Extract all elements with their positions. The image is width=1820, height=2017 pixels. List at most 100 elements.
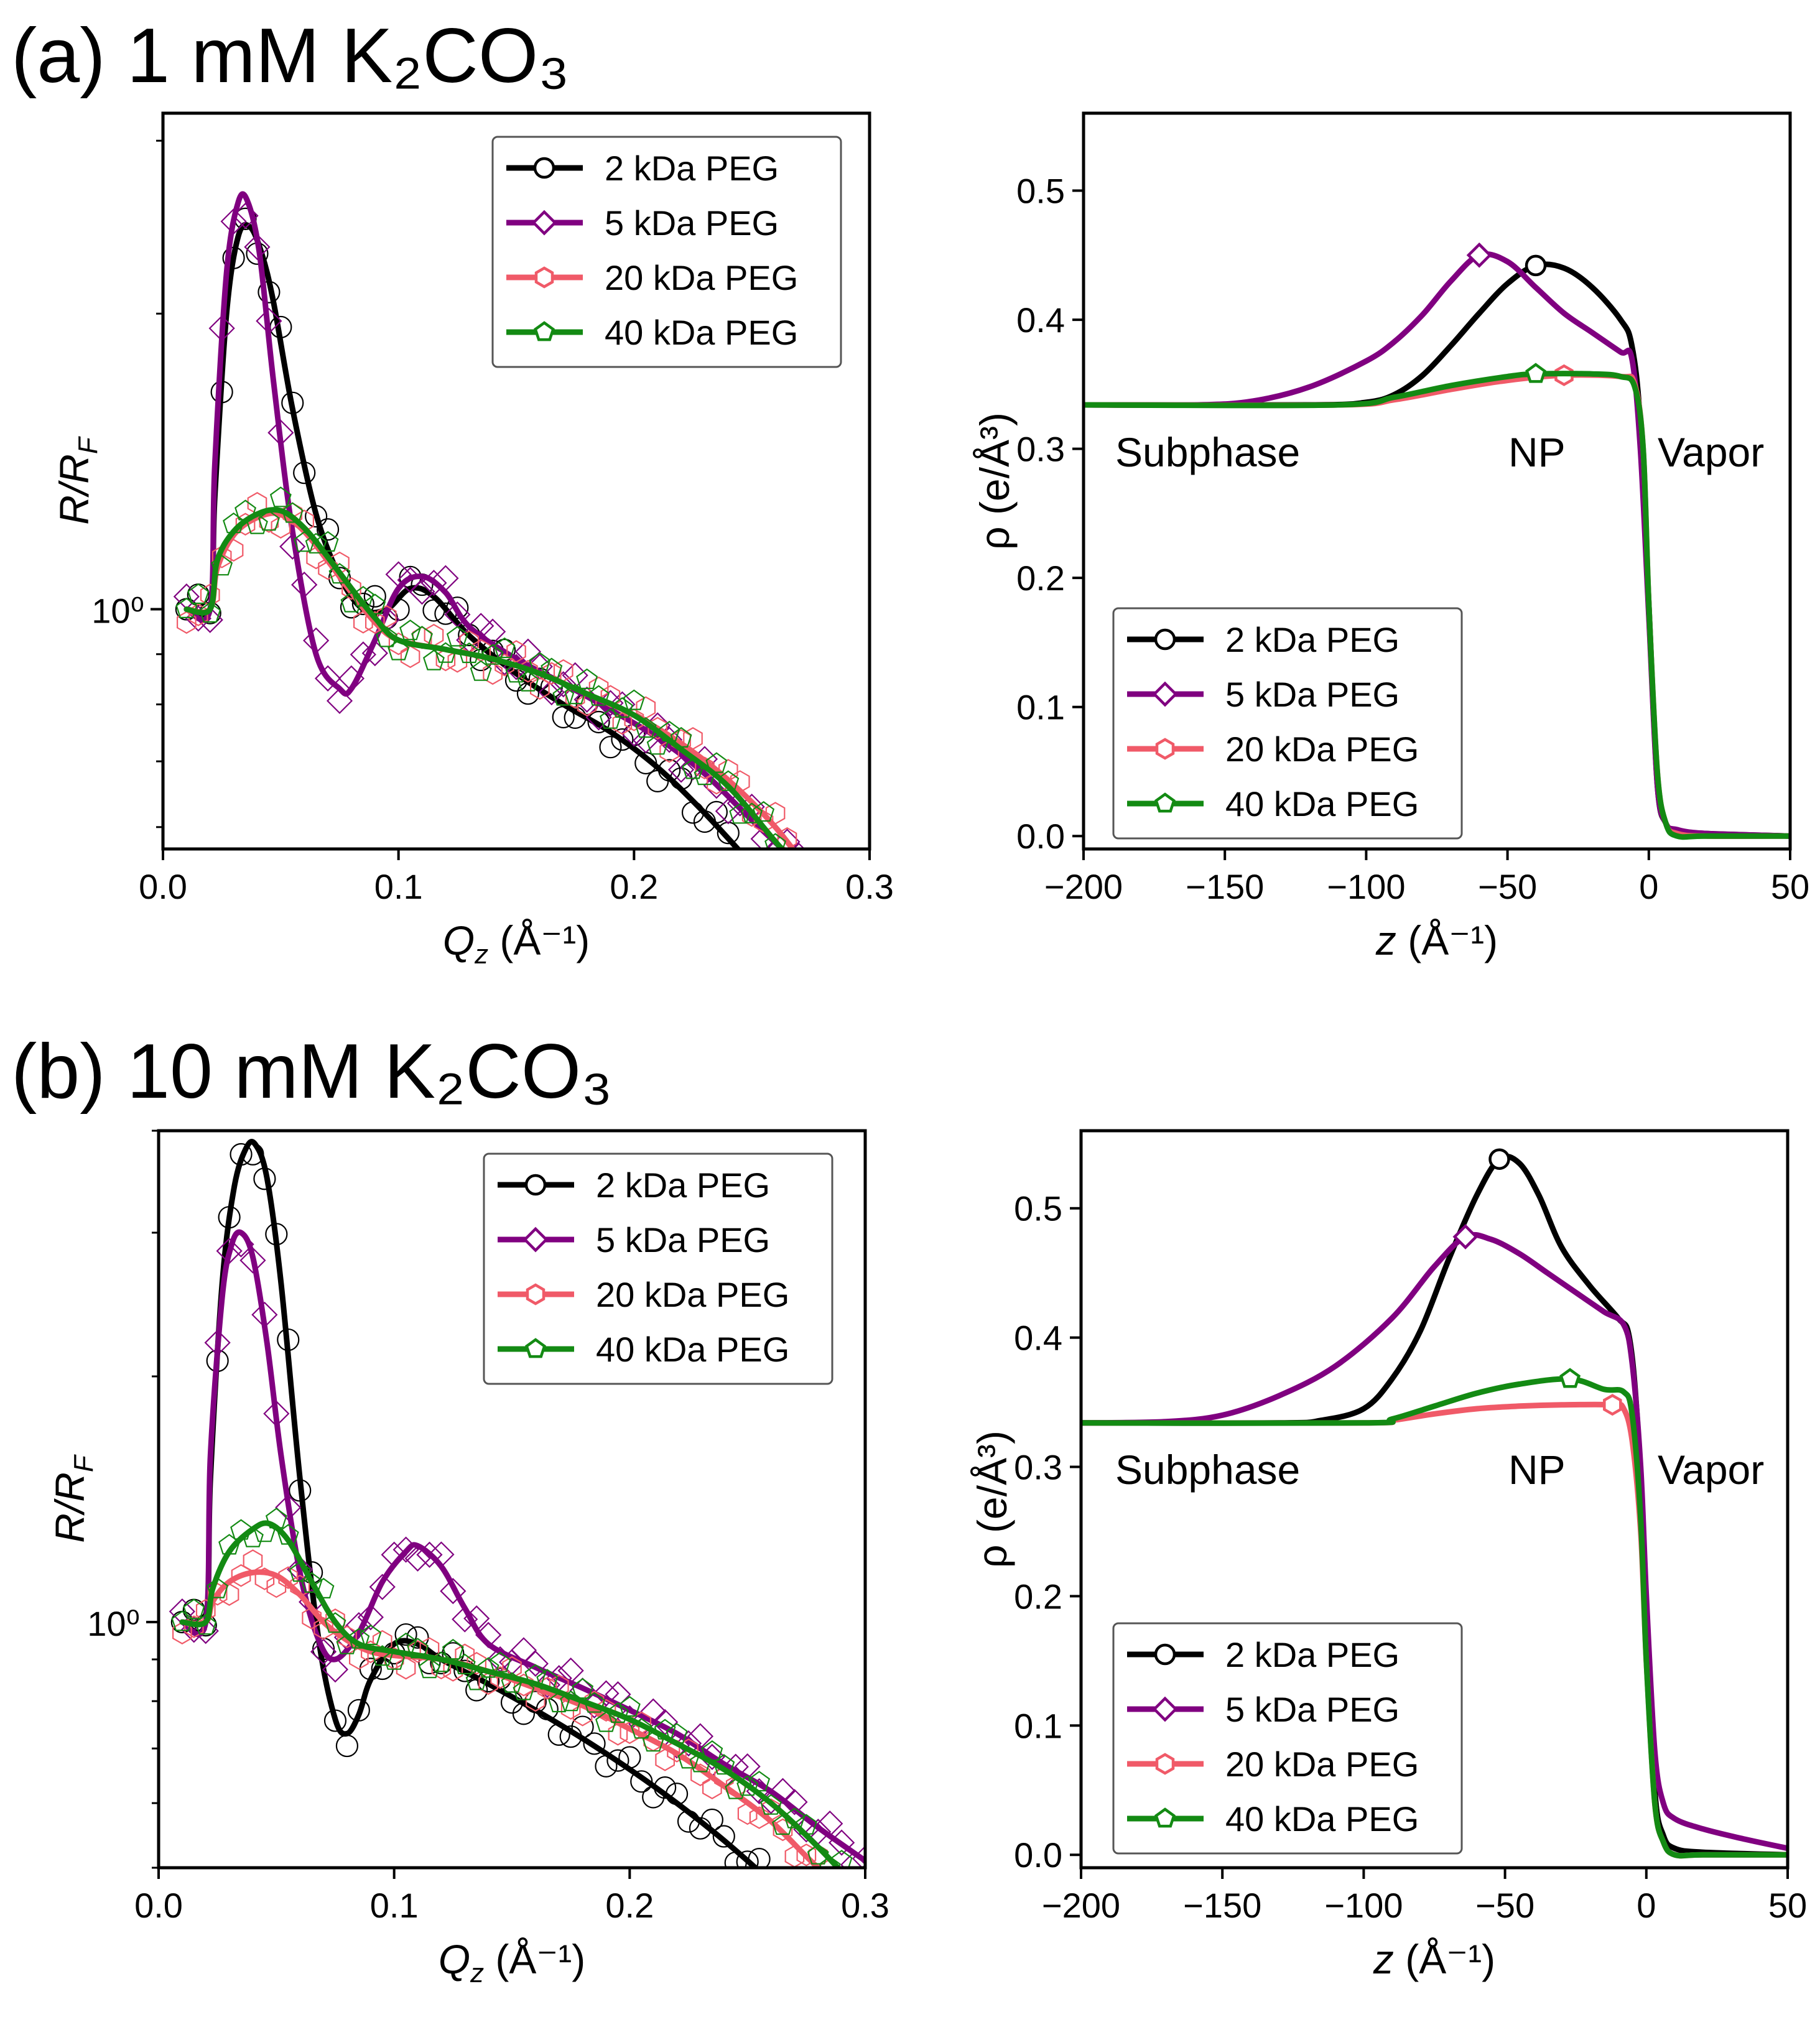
data-point [796,1896,817,1917]
y-axis-label: R/RF [47,1454,99,1543]
fit-line [1084,371,1790,840]
annotation-np: NP [1508,429,1566,475]
data-point [552,685,575,706]
data-point [847,967,868,988]
data-point [446,626,468,647]
data-point [388,639,410,661]
data-point [328,563,351,584]
data-point [588,685,610,706]
profile-marker [1488,1148,1510,1170]
data-point [324,1612,346,1633]
data-point [467,1652,487,1675]
legend: 2 kDa PEG 5 kDa PEG 20 kDa PEG 40 kDa PEG [491,136,842,368]
x-tick-label: 0.2 [610,867,658,906]
data-point [593,1680,620,1707]
legend-label: 5 kDa PEG [1225,675,1400,714]
data-point [760,1794,782,1815]
legend-entry: 20 kDa PEG [498,1275,789,1314]
legend: 2 kDa PEG 5 kDa PEG 20 kDa PEG 40 kDa PEG [1112,607,1463,840]
data-point [777,858,797,878]
data-point [187,583,210,605]
fit-line [183,191,787,849]
legend-marker [534,266,554,289]
data-point [675,1730,702,1757]
annotation-subphase: Subphase [1115,429,1300,475]
legend-marker [526,1283,546,1305]
plot-b-reflectivity: 0.0 0.1 0.2 0.3 10⁰ Qz (Å⁻¹) R/RF 2 kDa PEG 5 kD… [47,1129,889,1988]
data-point [784,1889,805,1911]
data-point [781,1789,808,1815]
data-point [807,1843,829,1865]
data-point [634,717,657,738]
data-point [814,863,832,884]
data-point [364,593,386,614]
data-point [812,940,833,961]
legend-entry: 5 kDa PEG [498,1220,770,1259]
legend-label: 20 kDa PEG [1225,1745,1419,1784]
data-point [548,1691,570,1713]
data-point [790,861,808,883]
legend-label: 5 kDa PEG [1225,1690,1400,1729]
y-axis-label: ρ (e/Å³) [972,412,1018,550]
data-point [316,518,340,541]
legend-label: 40 kDa PEG [1225,1799,1419,1838]
data-point [800,904,821,925]
data-point [369,1574,396,1600]
data-point [318,557,338,580]
series-5-kda-peg [1081,1224,1788,1852]
legend-marker [1154,628,1176,651]
legend-marker [1152,1696,1178,1722]
data-point [600,708,621,729]
legend-label: 40 kDa PEG [596,1330,789,1369]
data-point [852,1866,855,1868]
x-axis-label: Qz (Å⁻¹) [439,1936,585,1988]
legend-label: 2 kDa PEG [1225,620,1400,659]
fit-line [179,1229,865,1864]
data-point [289,1561,311,1582]
data-point [400,645,420,669]
x-tick-label: −150 [1183,1886,1261,1925]
legend-entry: 20 kDa PEG [1127,730,1419,769]
x-tick-label: 0.0 [139,867,187,906]
data-point [624,708,644,731]
profile-marker [1559,1368,1581,1388]
legend-box [483,1152,833,1385]
data-point [848,908,867,929]
data-point [810,877,835,901]
x-tick-label: 0.1 [374,867,423,906]
data-point [452,1606,478,1633]
data-point [211,545,232,568]
plot-frame [1082,111,1792,851]
legend-box [1112,1622,1463,1855]
data-point [477,1657,499,1678]
data-point [618,1695,641,1717]
series-40-kda-peg [175,486,844,930]
data-point [396,1656,416,1680]
plot-frame [157,1129,867,1870]
data-point [470,660,492,681]
legend-marker [534,321,555,341]
y-tick-label: 0.3 [1014,1448,1062,1487]
legend-entry: 40 kDa PEG [1127,1799,1419,1838]
legend-label: 40 kDa PEG [605,313,798,352]
legend-entry: 2 kDa PEG [498,1166,770,1205]
data-point [860,919,878,940]
plot-frame [1079,1129,1790,1870]
data-point [824,911,844,930]
data-point [753,851,774,872]
data-point [799,875,823,899]
x-tick-label: 0 [1637,1886,1656,1925]
legend-marker [531,210,557,236]
data-point [741,802,763,823]
data-point [736,1850,759,1868]
data-point [177,611,197,634]
series-2-kda-peg [170,1139,817,1917]
data-point [859,1004,880,1025]
data-point [595,1711,617,1732]
data-point [269,486,292,508]
legend-label: 20 kDa PEG [1225,730,1419,769]
data-point [172,1621,192,1644]
legend-marker [1152,681,1178,707]
data-point [351,592,374,616]
x-tick-label: 0.0 [134,1886,183,1925]
